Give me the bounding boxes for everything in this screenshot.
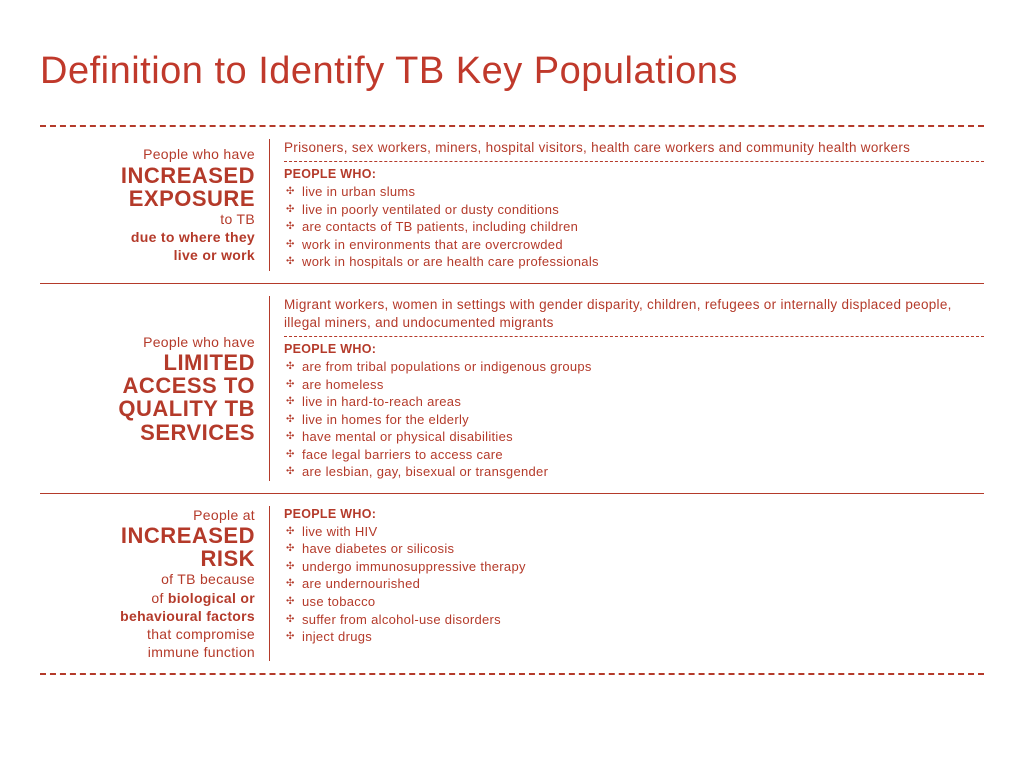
list-item: live with HIV (286, 523, 984, 541)
page-title: Definition to Identify TB Key Population… (40, 50, 984, 93)
left-text: of TB because (40, 570, 255, 588)
section-right: Prisoners, sex workers, miners, hospital… (270, 139, 984, 271)
left-big: INCREASED (40, 524, 255, 547)
left-big: SERVICES (40, 421, 255, 444)
section-right: PEOPLE WHO: live with HIV have diabetes … (270, 506, 984, 661)
list-item: suffer from alcohol-use disorders (286, 611, 984, 629)
list-item: are undernourished (286, 575, 984, 593)
intro-text: Migrant workers, women in settings with … (284, 296, 984, 332)
list-item: are lesbian, gay, bisexual or transgende… (286, 463, 984, 481)
left-big: LIMITED (40, 351, 255, 374)
list-item: use tobacco (286, 593, 984, 611)
list-item: live in homes for the elderly (286, 411, 984, 429)
left-text: People who have (40, 333, 255, 351)
left-big: RISK (40, 547, 255, 570)
left-text: immune function (40, 643, 255, 661)
left-text: People who have (40, 145, 255, 163)
sub-dashed-divider (284, 336, 984, 337)
people-who-label: PEOPLE WHO: (284, 166, 984, 183)
section-increased-exposure: People who have INCREASED EXPOSURE to TB… (40, 127, 984, 283)
list-item: have mental or physical disabilities (286, 428, 984, 446)
left-text: of biological or (40, 589, 255, 607)
list-item: live in urban slums (286, 183, 984, 201)
section-left: People at INCREASED RISK of TB because o… (40, 506, 270, 661)
intro-text: Prisoners, sex workers, miners, hospital… (284, 139, 984, 157)
list-item: live in hard-to-reach areas (286, 393, 984, 411)
section-left: People who have LIMITED ACCESS TO QUALIT… (40, 296, 270, 481)
left-text: live or work (40, 246, 255, 264)
left-text: to TB (40, 210, 255, 228)
list-item: live in poorly ventilated or dusty condi… (286, 201, 984, 219)
list-item: inject drugs (286, 628, 984, 646)
bullet-list: are from tribal populations or indigenou… (284, 358, 984, 481)
left-text: due to where they (40, 228, 255, 246)
left-big: INCREASED (40, 164, 255, 187)
bottom-dashed-divider (40, 673, 984, 675)
left-text: People at (40, 506, 255, 524)
list-item: work in hospitals or are health care pro… (286, 253, 984, 271)
list-item: undergo immunosuppressive therapy (286, 558, 984, 576)
list-item: are from tribal populations or indigenou… (286, 358, 984, 376)
left-text: that compromise (40, 625, 255, 643)
list-item: have diabetes or silicosis (286, 540, 984, 558)
sub-dashed-divider (284, 161, 984, 162)
list-item: are contacts of TB patients, including c… (286, 218, 984, 236)
left-text: behavioural factors (40, 607, 255, 625)
section-limited-access: People who have LIMITED ACCESS TO QUALIT… (40, 284, 984, 493)
people-who-label: PEOPLE WHO: (284, 506, 984, 523)
list-item: work in environments that are overcrowde… (286, 236, 984, 254)
people-who-label: PEOPLE WHO: (284, 341, 984, 358)
section-increased-risk: People at INCREASED RISK of TB because o… (40, 494, 984, 673)
list-item: are homeless (286, 376, 984, 394)
section-left: People who have INCREASED EXPOSURE to TB… (40, 139, 270, 271)
list-item: face legal barriers to access care (286, 446, 984, 464)
bullet-list: live in urban slums live in poorly venti… (284, 183, 984, 271)
left-big: EXPOSURE (40, 187, 255, 210)
left-big: ACCESS TO (40, 374, 255, 397)
left-big: QUALITY TB (40, 397, 255, 420)
bullet-list: live with HIV have diabetes or silicosis… (284, 523, 984, 646)
section-right: Migrant workers, women in settings with … (270, 296, 984, 481)
